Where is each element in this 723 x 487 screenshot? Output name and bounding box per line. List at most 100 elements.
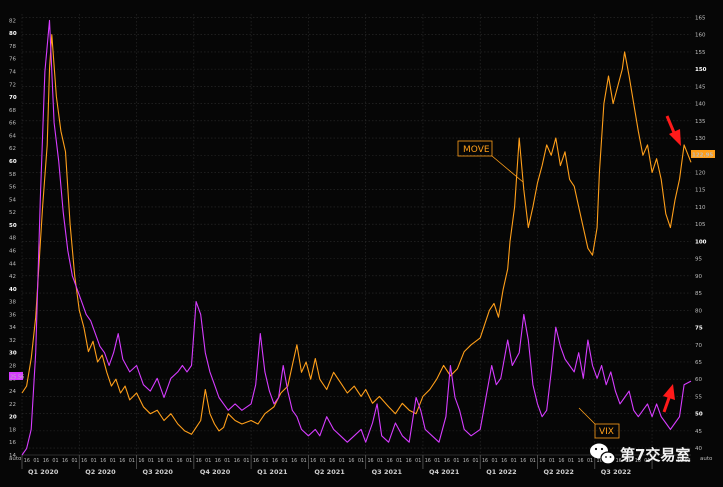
x-tick-label: 01 bbox=[52, 458, 58, 464]
x-tick-label: 16 bbox=[577, 458, 583, 464]
x-tick-label: 01 bbox=[530, 458, 536, 464]
x-tick-label: 16 bbox=[597, 458, 603, 464]
quarter-label: Q4 2020 bbox=[200, 468, 231, 476]
left-tick-label: 78 bbox=[9, 44, 16, 50]
x-tick-label: 16 bbox=[348, 458, 354, 464]
right-tick-label: 85 bbox=[695, 291, 702, 297]
right-tick-label: 155 bbox=[695, 50, 706, 56]
right-tick-label: 115 bbox=[695, 188, 706, 194]
left-tick-label: 80 bbox=[9, 31, 17, 37]
x-tick-label: 16 bbox=[463, 458, 469, 464]
right-tick-label: 150 bbox=[695, 67, 707, 73]
move-last-value-badge: 122.95 bbox=[691, 150, 715, 159]
right-tick-label: 135 bbox=[695, 119, 706, 125]
x-tick-label: 01 bbox=[434, 458, 440, 464]
left-tick-label: 60 bbox=[9, 159, 17, 165]
left-tick-label: 16 bbox=[9, 440, 16, 446]
left-tick-label: 72 bbox=[9, 82, 16, 88]
x-tick-label: 01 bbox=[415, 458, 421, 464]
right-axis-corner-label: auto bbox=[700, 456, 713, 462]
left-tick-label: 30 bbox=[9, 351, 17, 357]
down-arrow bbox=[665, 115, 681, 146]
left-axis: 1416182022242628303234363840424446485052… bbox=[9, 18, 17, 459]
x-tick-label: 01 bbox=[492, 458, 498, 464]
x-tick-label: 01 bbox=[186, 458, 192, 464]
right-tick-label: 145 bbox=[695, 84, 706, 90]
x-tick-label: 16 bbox=[119, 458, 125, 464]
up-arrow bbox=[662, 384, 675, 413]
move-annotation-label: MOVE bbox=[463, 145, 490, 155]
x-tick-label: 01 bbox=[396, 458, 402, 464]
left-tick-label: 76 bbox=[9, 57, 16, 63]
x-tick-label: 16 bbox=[558, 458, 564, 464]
left-tick-label: 44 bbox=[9, 261, 16, 267]
right-tick-label: 140 bbox=[695, 102, 706, 108]
series bbox=[21, 19, 692, 456]
right-tick-label: 100 bbox=[695, 239, 707, 245]
left-tick-label: 18 bbox=[9, 427, 16, 433]
left-tick-label: 52 bbox=[9, 210, 16, 216]
left-tick-label: 34 bbox=[9, 325, 16, 331]
right-tick-label: 95 bbox=[695, 257, 702, 263]
left-tick-label: 24 bbox=[9, 389, 16, 395]
x-tick-label: 01 bbox=[148, 458, 154, 464]
x-tick-label: 01 bbox=[625, 458, 631, 464]
right-tick-label: 80 bbox=[695, 308, 702, 314]
watermark-text: 第7交易室 bbox=[620, 446, 690, 464]
grid bbox=[21, 14, 691, 455]
series-line-vix bbox=[21, 19, 692, 456]
x-tick-label: 01 bbox=[339, 458, 345, 464]
series-line-move bbox=[21, 34, 692, 435]
x-tick-label: 01 bbox=[320, 458, 326, 464]
right-tick-label: 50 bbox=[695, 412, 703, 418]
left-tick-label: 64 bbox=[9, 133, 16, 139]
left-tick-label: 74 bbox=[9, 70, 16, 76]
vix-last-value: 25.56 bbox=[10, 375, 24, 381]
x-tick-label: 16 bbox=[215, 458, 221, 464]
quarter-label: Q1 2022 bbox=[486, 468, 516, 476]
x-tick-label: 16 bbox=[81, 458, 87, 464]
x-tick-label: 01 bbox=[91, 458, 97, 464]
right-tick-label: 75 bbox=[695, 326, 703, 332]
move-annotation-leader bbox=[491, 155, 524, 183]
right-tick-label: 120 bbox=[695, 170, 706, 176]
vix-annotation-label: VIX bbox=[599, 427, 614, 437]
quarter-label: Q3 2021 bbox=[372, 468, 403, 476]
right-tick-label: 160 bbox=[695, 33, 706, 39]
watermark: 第7交易室 bbox=[590, 443, 690, 465]
left-tick-label: 28 bbox=[9, 364, 16, 370]
right-tick-label: 105 bbox=[695, 222, 706, 228]
left-tick-label: 38 bbox=[9, 300, 16, 306]
x-tick-label: 16 bbox=[406, 458, 412, 464]
right-tick-label: 45 bbox=[695, 429, 702, 435]
right-tick-label: 70 bbox=[695, 343, 702, 349]
x-tick-label: 01 bbox=[568, 458, 574, 464]
move-annotation: MOVE bbox=[457, 140, 524, 183]
left-tick-label: 54 bbox=[9, 197, 16, 203]
move-last-value: 122.95 bbox=[692, 153, 713, 159]
x-tick-label: 16 bbox=[253, 458, 259, 464]
x-tick-label: 16 bbox=[310, 458, 316, 464]
wechat-icon bbox=[590, 443, 616, 465]
x-tick-label: 01 bbox=[587, 458, 593, 464]
x-tick-label: 01 bbox=[301, 458, 307, 464]
right-tick-label: 90 bbox=[695, 274, 702, 280]
right-tick-label: 110 bbox=[695, 205, 706, 211]
left-tick-label: 58 bbox=[9, 172, 16, 178]
quarter-label: Q1 2020 bbox=[28, 468, 59, 476]
left-tick-label: 68 bbox=[9, 108, 16, 114]
x-tick-label: 16 bbox=[482, 458, 488, 464]
x-tick-label: 16 bbox=[24, 458, 30, 464]
x-tick-label: 01 bbox=[129, 458, 135, 464]
x-tick-label: 01 bbox=[262, 458, 268, 464]
vix-last-value-badge: 25.56 bbox=[9, 372, 24, 381]
left-tick-label: 48 bbox=[9, 236, 16, 242]
quarter-label: Q3 2020 bbox=[143, 468, 174, 476]
x-tick-label: 16 bbox=[196, 458, 202, 464]
x-tick-label: 16 bbox=[444, 458, 450, 464]
x-tick-label: 16 03 bbox=[677, 458, 691, 464]
quarter-label: Q2 2020 bbox=[85, 468, 116, 476]
x-tick-label: 16 bbox=[100, 458, 106, 464]
